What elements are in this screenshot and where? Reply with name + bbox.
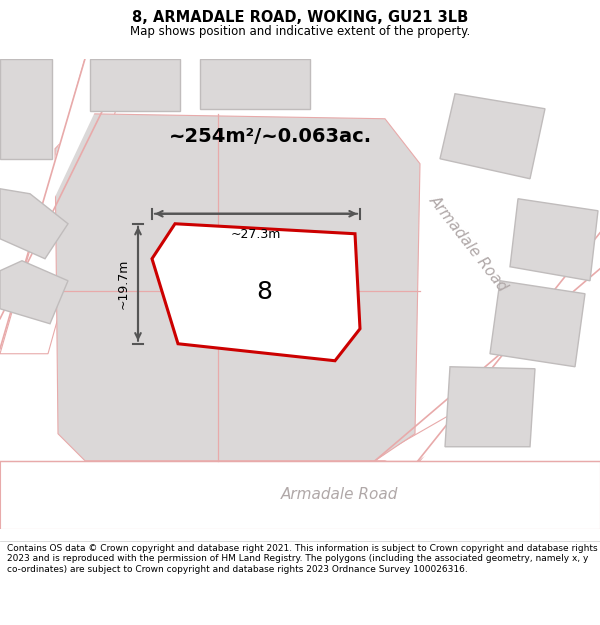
Polygon shape: [200, 59, 310, 109]
Text: Map shows position and indicative extent of the property.: Map shows position and indicative extent…: [130, 26, 470, 39]
Text: ~27.3m: ~27.3m: [231, 228, 281, 241]
Text: 8: 8: [256, 279, 272, 304]
Polygon shape: [440, 94, 545, 179]
Polygon shape: [490, 281, 585, 367]
Polygon shape: [0, 59, 130, 354]
Polygon shape: [152, 224, 360, 361]
Polygon shape: [0, 59, 52, 159]
Text: ~19.7m: ~19.7m: [117, 259, 130, 309]
Polygon shape: [55, 114, 420, 461]
Polygon shape: [0, 461, 600, 529]
Text: Armadale Road: Armadale Road: [281, 488, 398, 502]
Polygon shape: [0, 59, 120, 354]
Text: 8, ARMADALE ROAD, WOKING, GU21 3LB: 8, ARMADALE ROAD, WOKING, GU21 3LB: [132, 10, 468, 25]
Polygon shape: [0, 189, 68, 259]
Text: Contains OS data © Crown copyright and database right 2021. This information is : Contains OS data © Crown copyright and d…: [7, 544, 598, 574]
Polygon shape: [370, 239, 600, 461]
Polygon shape: [90, 59, 180, 111]
Polygon shape: [373, 229, 600, 461]
Polygon shape: [510, 199, 598, 281]
Polygon shape: [0, 261, 68, 324]
Text: ~254m²/~0.063ac.: ~254m²/~0.063ac.: [169, 127, 371, 146]
Text: Armadale Road: Armadale Road: [426, 193, 510, 294]
Polygon shape: [445, 367, 535, 447]
